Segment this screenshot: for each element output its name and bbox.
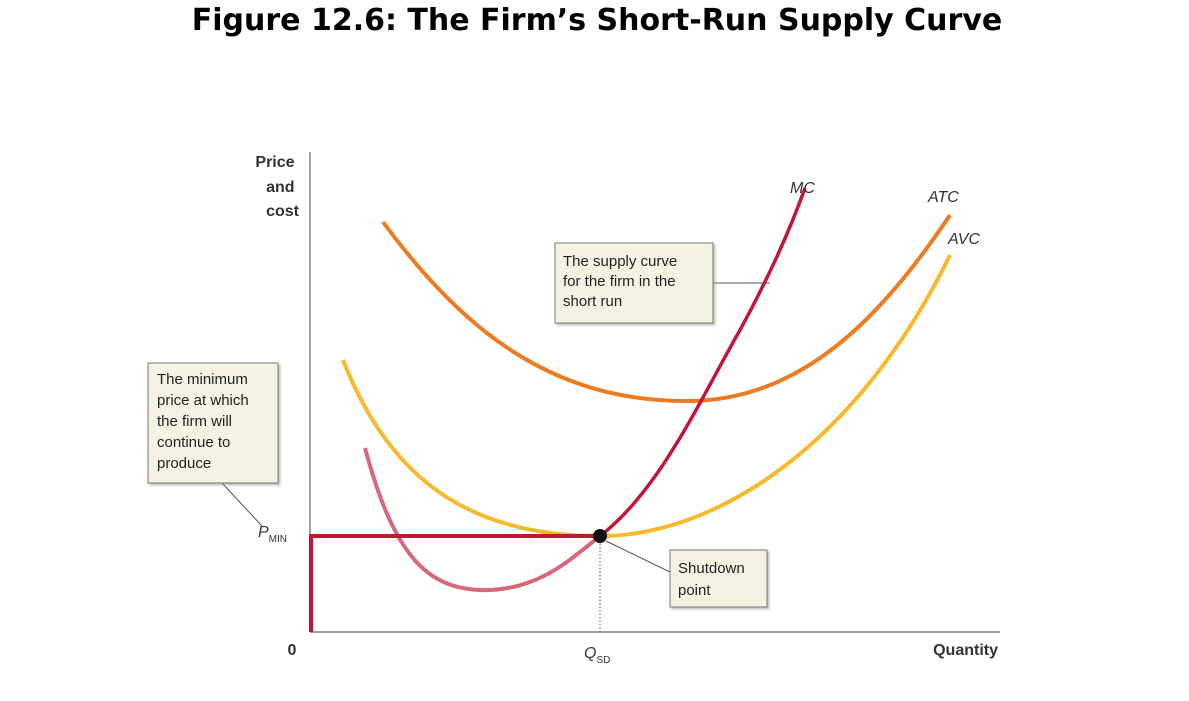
pmin-main: P: [258, 524, 269, 541]
callout-box: [669, 549, 768, 608]
qsd-main: Q: [584, 645, 596, 662]
callout-line: The supply curve: [563, 253, 677, 270]
callout-line: the firm will: [157, 413, 232, 430]
title: Figure 12.6: The Firm’s Short-Run Supply…: [192, 3, 1002, 38]
avc-curve: [341, 254, 952, 539]
leader-line: [221, 482, 263, 527]
shutdown-callout: Shutdown point: [678, 560, 749, 599]
callout-line: point: [678, 582, 711, 599]
supply-callout: The supply curve for the firm in the sho…: [563, 253, 681, 310]
x-axis-label: Quantity: [933, 642, 998, 659]
y-axis-label: Price and cost: [255, 154, 299, 220]
callout-box: [147, 362, 279, 484]
avc-label: AVC: [947, 231, 980, 248]
leader-line: [605, 540, 671, 573]
callout-line: continue to: [157, 434, 230, 451]
supply-segment: [309, 534, 600, 632]
mc-curve-lower: [363, 447, 602, 593]
y-label-line: cost: [266, 203, 300, 220]
callout-line: Shutdown: [678, 560, 745, 577]
pmin-sub: MIN: [269, 534, 287, 545]
qsd-sub: SD: [596, 655, 610, 666]
callout-line: for the firm in the: [563, 273, 676, 290]
callout-line: The minimum: [157, 371, 248, 388]
shutdown-point: [593, 529, 607, 543]
mc-supply-curve: [598, 187, 807, 538]
y-label-line: and: [266, 179, 294, 196]
atc-curve: [381, 213, 952, 404]
callout-line: produce: [157, 455, 211, 472]
qsd-label: QSD: [584, 645, 610, 666]
y-label-line: Price: [255, 154, 294, 171]
min-price-callout: The minimum price at which the firm will…: [157, 371, 253, 472]
callout-box: [554, 242, 714, 324]
mc-label: MC: [790, 180, 815, 197]
origin-label: 0: [288, 642, 297, 659]
callout-line: short run: [563, 293, 622, 310]
pmin-label: PMIN: [258, 524, 287, 545]
callout-line: price at which: [157, 392, 249, 409]
atc-label: ATC: [927, 189, 959, 206]
